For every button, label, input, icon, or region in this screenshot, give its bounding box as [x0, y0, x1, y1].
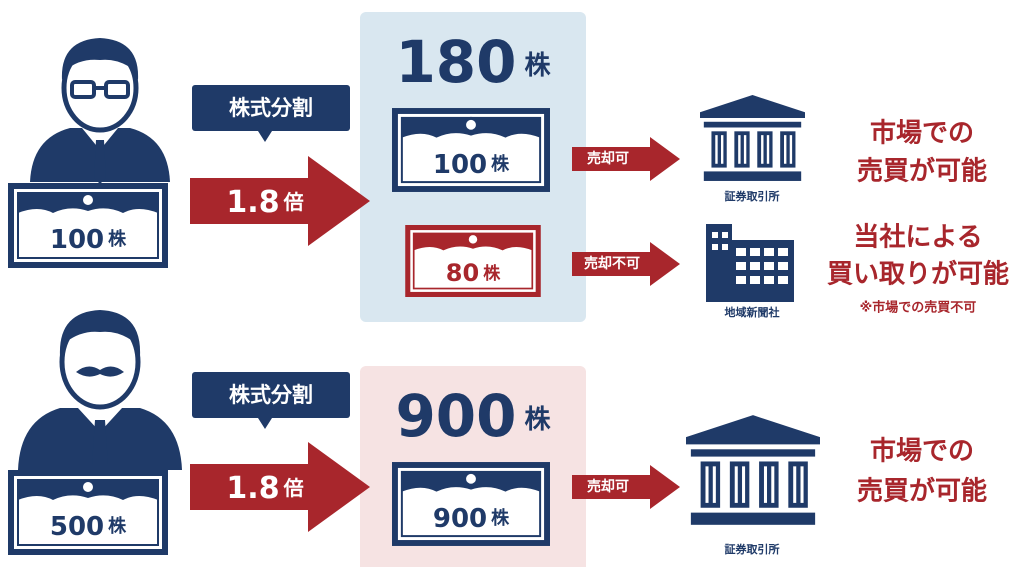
- destination-label: 証券取引所: [725, 189, 780, 203]
- amount: 100: [50, 225, 104, 255]
- amount: 180: [395, 28, 516, 96]
- outcome: 市場での: [870, 118, 974, 149]
- outcome: 市場での: [870, 436, 974, 467]
- split-label: 株式分割: [192, 85, 350, 142]
- split-label: 株式分割: [192, 372, 350, 429]
- exchange-icon: [686, 415, 820, 525]
- ratio-value: 1.8: [226, 185, 279, 220]
- ratio-value: 1.8: [226, 471, 279, 506]
- amount: 500: [50, 512, 104, 542]
- amount: 900: [395, 382, 516, 450]
- exchange-icon: [700, 95, 805, 181]
- outcome: 売買が可能: [857, 156, 987, 187]
- shareholder-icon: [18, 310, 182, 470]
- split-arrow: [190, 156, 370, 246]
- company-icon: [706, 224, 794, 302]
- unit: 株: [525, 51, 552, 81]
- unit: 株: [108, 515, 127, 537]
- unit: 株: [483, 263, 501, 284]
- unit: 株: [108, 228, 127, 250]
- page: {"rows": [ {"holding": {"amount": "100",…: [0, 0, 1015, 567]
- amount: 900: [433, 504, 487, 534]
- destination-label: 地域新聞社: [725, 305, 780, 319]
- unit: 株: [491, 507, 510, 529]
- diagram: 100株 株式分割 1.8倍 180株 100株 80株 売却可 売却不可 証券…: [0, 0, 1015, 567]
- unit: 株: [525, 405, 552, 435]
- sale-label: 売却不可: [584, 255, 640, 272]
- amount: 80: [446, 259, 479, 287]
- sale-label: 売却可: [587, 150, 629, 167]
- split-text: 株式分割: [229, 383, 313, 407]
- outcome: 買い取りが可能: [827, 259, 1009, 290]
- outcome: 売買が可能: [857, 476, 987, 507]
- split-text: 株式分割: [229, 96, 313, 120]
- ratio-unit: 倍: [283, 190, 304, 214]
- shareholder-icon: [30, 38, 170, 184]
- destination-label: 証券取引所: [725, 542, 780, 556]
- sale-label: 売却可: [587, 478, 629, 495]
- split-arrow: [190, 442, 370, 532]
- amount: 100: [433, 150, 487, 180]
- unit: 株: [491, 153, 510, 175]
- ratio-unit: 倍: [283, 476, 304, 500]
- note: ※市場での売買不可: [860, 300, 977, 316]
- outcome: 当社による: [853, 223, 982, 253]
